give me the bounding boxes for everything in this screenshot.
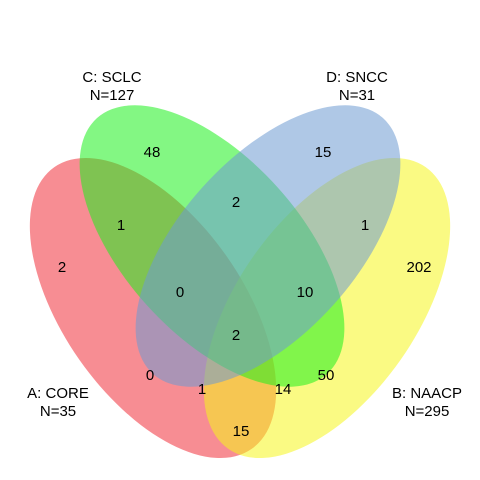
count-c-d: 2 <box>232 194 240 211</box>
set-label-d-sncc: D: SNCC N=31 <box>326 69 388 104</box>
set-size-c: N=127 <box>90 87 135 104</box>
set-name-c: C: SCLC <box>82 69 141 86</box>
set-name-a: A: CORE <box>27 385 89 402</box>
count-b-only: 202 <box>406 259 431 276</box>
set-name-d: D: SNCC <box>326 69 388 86</box>
count-a-c: 1 <box>117 217 125 234</box>
count-a-b: 15 <box>233 423 250 440</box>
count-a-b-d: 1 <box>198 381 206 398</box>
count-a-b-c: 14 <box>275 381 292 398</box>
count-c-only: 48 <box>144 144 161 161</box>
count-a-d: 0 <box>146 367 154 384</box>
count-a-c-d: 0 <box>176 284 184 301</box>
set-label-c-sclc: C: SCLC N=127 <box>82 69 141 104</box>
set-label-a-core: A: CORE N=35 <box>27 385 89 420</box>
set-size-a: N=35 <box>40 403 76 420</box>
count-b-c: 50 <box>318 367 335 384</box>
ellipse-layer <box>29 105 451 459</box>
ellipse-d-sncc <box>135 105 401 387</box>
set-size-d: N=31 <box>339 87 375 104</box>
region-counts: 48 15 2 1 1 2 202 0 10 2 0 1 14 50 15 <box>58 144 432 440</box>
set-name-b: B: NAACP <box>392 385 462 402</box>
count-b-c-d: 10 <box>297 284 314 301</box>
set-labels: C: SCLC N=127 D: SNCC N=31 A: CORE N=35 … <box>27 69 462 420</box>
count-a-b-c-d: 2 <box>232 327 240 344</box>
count-b-d: 1 <box>361 217 369 234</box>
count-a-only: 2 <box>58 259 66 276</box>
count-d-only: 15 <box>315 144 332 161</box>
set-size-b: N=295 <box>405 403 450 420</box>
set-label-b-naacp: B: NAACP N=295 <box>392 385 462 420</box>
